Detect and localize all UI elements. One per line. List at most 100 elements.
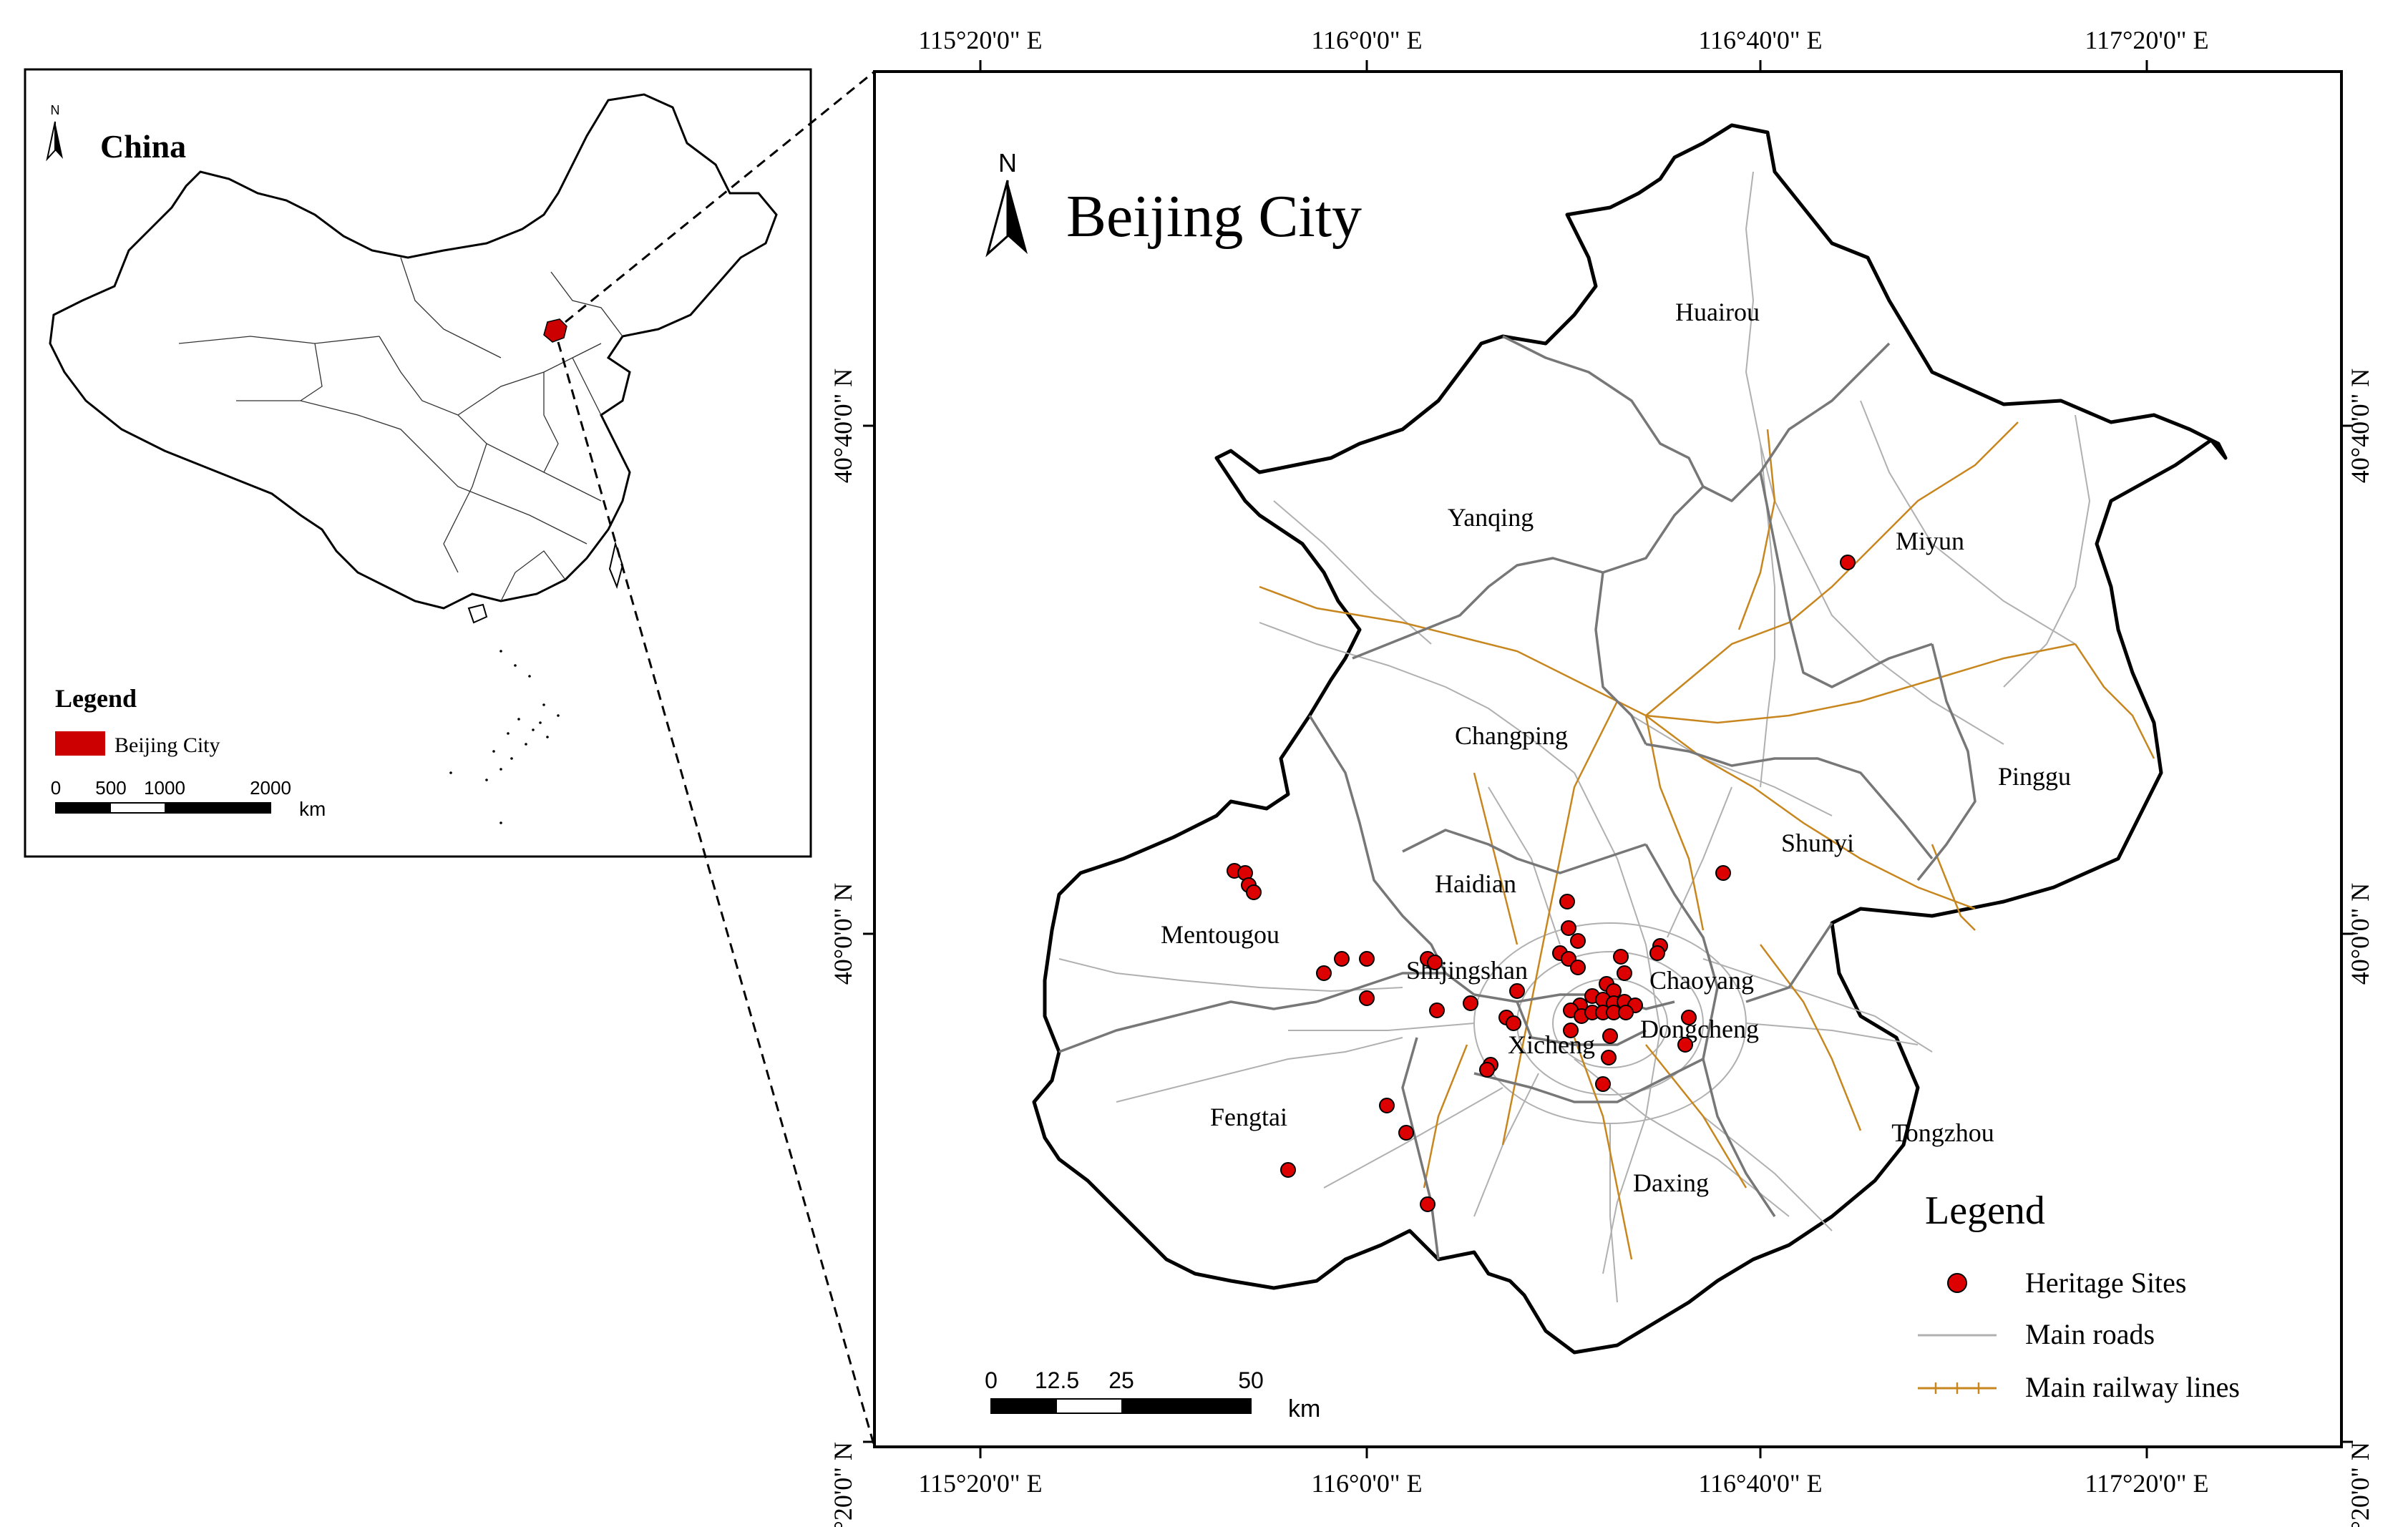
beijing-main-map: 115°20'0" E 116°0'0" E 116°40'0" E 117°2… [829,26,2374,1527]
hainan-island [467,603,488,624]
legend-heritage-symbol [1947,1273,1967,1293]
svg-text:km: km [299,798,326,820]
zoom-connector-lines [557,70,876,1448]
svg-text:1000: 1000 [144,777,185,799]
inset-legend-label: Beijing City [114,733,220,757]
district-label-pinggu: Pinggu [1998,762,2071,791]
svg-text:25: 25 [1108,1367,1134,1393]
main-north-arrow-icon: N [985,148,1028,258]
inset-north-label: N [51,103,60,117]
district-label-huairou: Huairou [1675,298,1760,326]
inset-legend-swatch [55,731,105,756]
inset-title: China [100,128,186,165]
district-label-yanqing: Yanqing [1448,503,1534,532]
heritage-site [1602,1028,1618,1044]
district-label-dongcheng: Dongcheng [1640,1015,1759,1043]
heritage-site [1359,990,1375,1006]
svg-text:0: 0 [51,777,61,799]
heritage-site [1601,1050,1617,1065]
heritage-site [1840,555,1856,570]
district-label-xicheng: Xicheng [1508,1030,1595,1059]
district-label-haidian: Haidian [1435,869,1516,898]
left-tick-label: 40°40'0" N [829,369,857,484]
top-tick-label: 116°0'0" E [1311,26,1422,54]
left-tick-label: 40°0'0" N [829,883,857,985]
beijing-boundary [1032,123,2228,1355]
heritage-site [1617,965,1632,981]
china-outline [49,93,778,610]
beijing-location [543,318,567,343]
top-tick-label: 116°40'0" E [1698,26,1822,54]
taiwan-island [608,541,624,590]
bottom-tick-label: 116°40'0" E [1698,1469,1822,1498]
heritage-site [1570,960,1586,975]
heritage-site [1649,945,1665,961]
south-sea-islands [449,650,560,824]
district-label-shunyi: Shunyi [1781,829,1854,857]
bottom-tick-label: 115°20'0" E [918,1469,1042,1498]
heritage-site [1570,933,1586,949]
heritage-site [1618,1005,1634,1020]
heritage-site [1334,951,1350,967]
main-north-label: N [998,148,1017,177]
heritage-site [1316,965,1332,981]
china-inset: N China Legend Beijing City 0 500 1000 2… [24,68,812,858]
inset-north-arrow-icon: N [46,103,63,162]
legend-railway-label: Main railway lines [2025,1371,2240,1403]
left-tick-label: 39°20'0" N [829,1442,857,1527]
inset-scale-bar: 0 500 1000 2000 km [51,777,326,820]
heritage-site [1595,1076,1611,1092]
heritage-sites [1227,555,1856,1212]
right-tick-label: 40°40'0" N [2346,369,2374,484]
right-tick-label: 40°0'0" N [2346,883,2374,985]
district-label-tongzhou: Tongzhou [1891,1118,1994,1147]
svg-text:km: km [1288,1395,1320,1423]
main-roads [1058,171,2091,1303]
district-labels: Huairou Yanqing Miyun Changping Pinggu S… [1161,298,2071,1197]
heritage-site [1613,949,1629,965]
heritage-site [1463,995,1478,1011]
heritage-site [1715,865,1731,881]
heritage-site [1563,1023,1579,1038]
legend-railway-symbol [1918,1382,1997,1394]
svg-text:0: 0 [985,1367,998,1393]
heritage-site [1681,1010,1697,1025]
coordinate-ticks [863,60,2353,1458]
heritage-site [1677,1037,1693,1053]
heritage-site [1398,1125,1414,1141]
svg-text:12.5: 12.5 [1035,1367,1079,1393]
heritage-site [1246,884,1262,900]
main-title: Beijing City [1066,183,1362,250]
main-scale-bar: 0 12.5 25 50 km [985,1367,1320,1423]
district-label-fengtai: Fengtai [1210,1103,1287,1131]
heritage-site [1359,951,1375,967]
district-label-miyun: Miyun [1896,527,1964,555]
heritage-site [1561,920,1576,936]
heritage-site [1479,1062,1495,1078]
bottom-tick-label: 116°0'0" E [1311,1469,1422,1498]
district-label-daxing: Daxing [1633,1169,1709,1197]
district-label-chaoyang: Chaoyang [1649,966,1754,995]
heritage-site [1427,955,1443,970]
heritage-site [1420,1196,1435,1212]
heritage-site [1429,1002,1445,1018]
district-label-mentougou: Mentougou [1161,920,1279,949]
right-tick-label: 39°20'0" N [2346,1442,2374,1527]
main-legend: Legend Heritage Sites Main roads Main ra… [1918,1189,2240,1403]
heritage-site [1506,1015,1521,1031]
province-boundaries [178,257,623,602]
heritage-site [1509,983,1525,999]
svg-text:2000: 2000 [250,777,291,799]
svg-text:500: 500 [95,777,126,799]
heritage-site [1379,1098,1395,1113]
legend-roads-label: Main roads [2025,1318,2155,1350]
svg-text:50: 50 [1238,1367,1264,1393]
top-tick-label: 117°20'0" E [2085,26,2208,54]
top-tick-label: 115°20'0" E [918,26,1042,54]
heritage-site [1280,1162,1296,1178]
legend-heritage-label: Heritage Sites [2025,1267,2187,1299]
main-legend-title: Legend [1925,1189,2045,1233]
district-label-changping: Changping [1455,721,1568,750]
bottom-tick-label: 117°20'0" E [2085,1469,2208,1498]
